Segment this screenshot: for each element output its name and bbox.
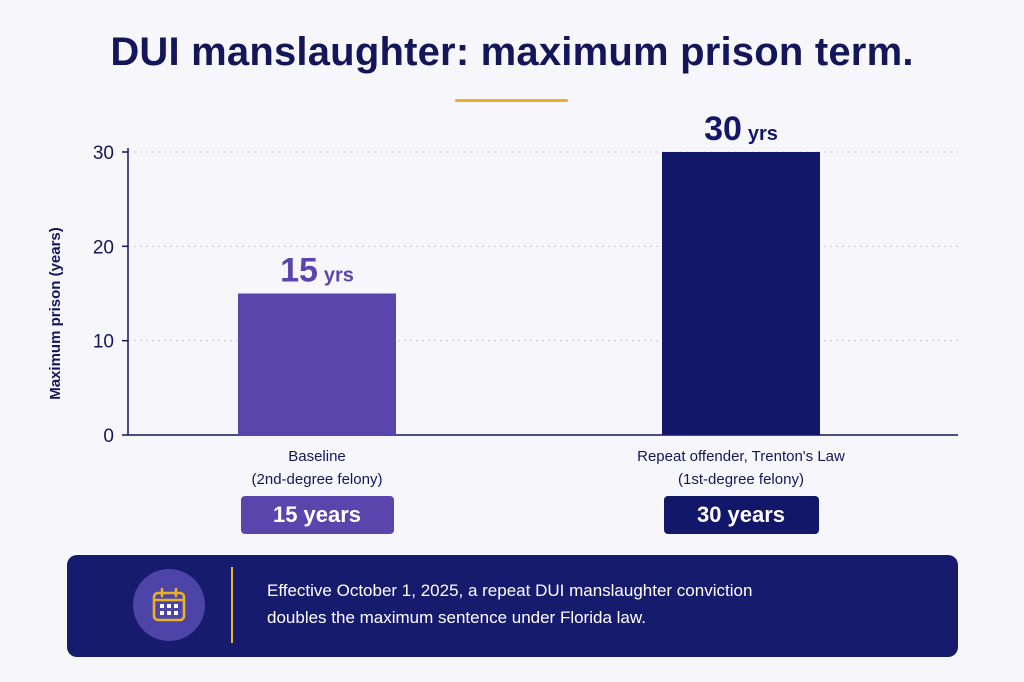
data-label-number-1: 30 [704, 110, 742, 148]
banner-line-2: doubles the maximum sentence under Flori… [267, 608, 646, 627]
data-label-number-0: 15 [280, 252, 318, 290]
banner-text: Effective October 1, 2025, a repeat DUI … [267, 577, 907, 631]
calendar-icon [133, 569, 205, 641]
chart-title: DUI manslaughter: maximum prison term. [110, 30, 914, 74]
y-tick-label-30: 30 [93, 143, 114, 164]
data-label-unit-1: yrs [748, 123, 778, 145]
category-label-1-line1: Repeat offender, Trenton's Law [637, 448, 845, 465]
category-label-0-line2: (2nd-degree felony) [252, 471, 383, 488]
value-box-baseline: 15 years [240, 496, 394, 534]
y-tick-label-0: 0 [103, 426, 114, 447]
value-box-repeat-offender: 30 years [663, 496, 819, 534]
bar-chart: 0 10 20 30 Maximum prison (years) 15 yrs Baseli… [47, 110, 958, 488]
data-label-1: 30 yrs [704, 110, 778, 148]
info-banner: Effective October 1, 2025, a repeat DUI … [67, 555, 958, 657]
bar-1 [662, 152, 820, 435]
category-label-1-line2: (1st-degree felony) [678, 471, 804, 488]
y-tick-label-20: 20 [93, 237, 114, 258]
banner-line-1: Effective October 1, 2025, a repeat DUI … [267, 581, 753, 600]
banner-divider [231, 567, 233, 643]
data-label-unit-0: yrs [324, 265, 354, 287]
y-axis-label: Maximum prison (years) [47, 227, 64, 400]
data-label-0: 15 yrs [280, 252, 354, 290]
category-label-0-line1: Baseline [288, 448, 346, 465]
bar-0 [238, 293, 396, 435]
title-underline [455, 99, 568, 102]
y-tick-label-10: 10 [93, 332, 114, 353]
